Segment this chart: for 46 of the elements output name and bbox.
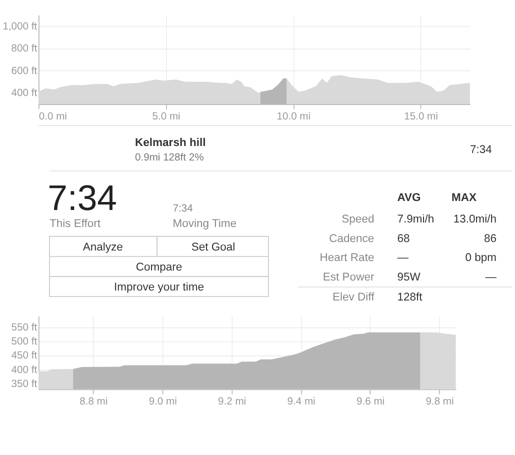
y-tick-label: 550 ft xyxy=(11,322,38,334)
y-tick-label: 400 ft xyxy=(11,364,38,376)
text: 128ft xyxy=(397,291,424,304)
text: 7.9mi/h xyxy=(397,214,434,226)
text: 7:34 xyxy=(172,203,194,214)
x-tick-label: 5.0 mi xyxy=(152,112,180,123)
x-tick-label: 0.0 mi xyxy=(38,112,67,123)
text: Est Power xyxy=(322,271,374,284)
text: This Effort xyxy=(50,218,102,230)
x-tick-label: 9.6 mi xyxy=(356,396,385,408)
x-tick-label: 15.0 mi xyxy=(404,112,438,123)
y-tick-label: 1,000 ft xyxy=(2,21,38,32)
text: AVG xyxy=(397,192,421,204)
x-tick-label: 9.4 mi xyxy=(287,396,316,408)
y-tick-label: 350 ft xyxy=(11,378,38,390)
x-tick-label: 9.0 mi xyxy=(148,396,177,408)
y-tick-label: 800 ft xyxy=(11,44,38,55)
text: Cadence xyxy=(329,232,374,245)
y-tick-label: 400 ft xyxy=(11,88,38,100)
text: Kelmarsh hill xyxy=(135,136,206,149)
text: Speed xyxy=(342,214,374,226)
text: Improve your time xyxy=(114,282,204,294)
text: 7:34 xyxy=(48,178,118,218)
text: Moving Time xyxy=(172,218,237,230)
text: 0 bpm xyxy=(465,252,497,264)
text: 95W xyxy=(397,271,421,284)
text: MAX xyxy=(451,192,477,204)
x-tick-label: 9.8 mi xyxy=(426,396,454,408)
text: Compare xyxy=(136,262,182,274)
text: 13.0mi/h xyxy=(453,214,497,226)
y-tick-label: 600 ft xyxy=(11,66,38,77)
text: 0.9mi 128ft 2% xyxy=(135,152,204,164)
text: 68 xyxy=(397,232,410,245)
x-tick-label: 8.8 mi xyxy=(80,396,108,408)
text: 86 xyxy=(484,232,497,245)
x-tick-label: 9.2 mi xyxy=(218,396,246,408)
y-tick-label: 500 ft xyxy=(11,336,38,348)
text: — xyxy=(485,271,498,284)
text: Set Goal xyxy=(191,242,236,254)
text: Elev Diff xyxy=(332,291,376,304)
text: Analyze xyxy=(82,242,123,254)
text: 7:34 xyxy=(470,144,492,156)
text: Heart Rate xyxy=(320,252,374,264)
y-tick-label: 450 ft xyxy=(11,350,38,362)
x-tick-label: 10.0 mi xyxy=(276,112,311,123)
text: — xyxy=(397,252,410,264)
